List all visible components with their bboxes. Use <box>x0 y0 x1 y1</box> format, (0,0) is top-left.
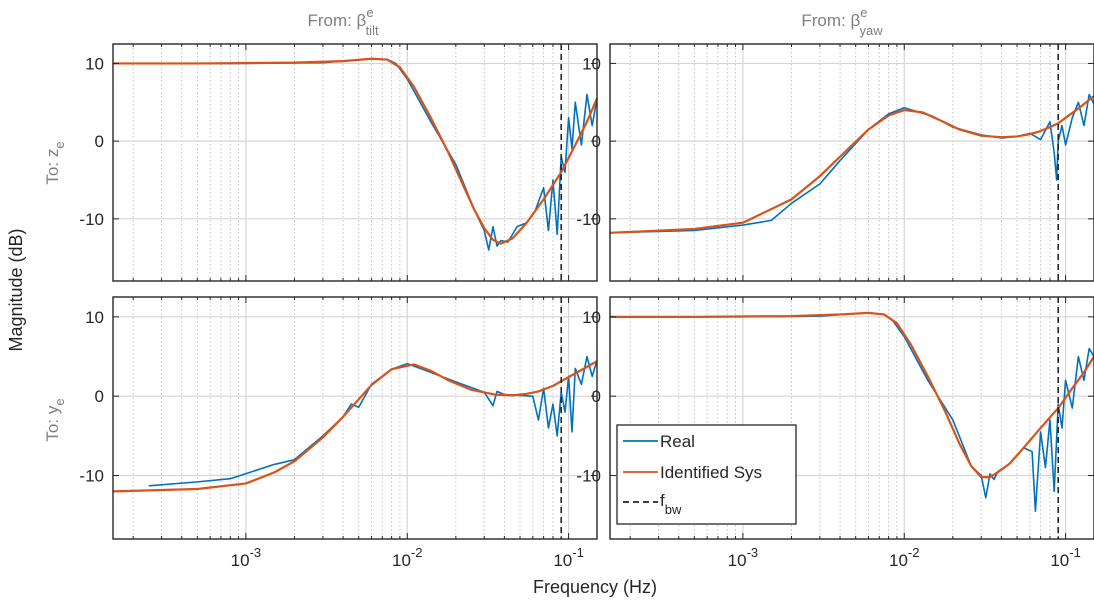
panel-yaw-to-z: -10 0 10 <box>576 43 1094 282</box>
legend: Real Identified Sys fbw <box>616 424 797 525</box>
x-tick-label: 10-3 <box>728 545 758 570</box>
column-title-tilt: From: βe tilt <box>307 5 379 38</box>
plot-area <box>610 44 1094 281</box>
y-tick-label: -10 <box>79 467 104 486</box>
axes-box <box>112 43 598 282</box>
y-tick-label: 0 <box>592 387 601 406</box>
y-tick-label: 0 <box>95 132 104 151</box>
y-tick-label: 10 <box>582 54 601 73</box>
y-tick-label: -10 <box>576 467 601 486</box>
x-tick-label: 10-2 <box>889 545 919 570</box>
legend-label-fbw: fbw <box>660 491 682 517</box>
row-label-y: To: ye <box>43 398 67 441</box>
series-line-identified <box>610 311 1094 479</box>
x-tick-label: 10-1 <box>553 545 583 570</box>
series-line-identified <box>609 95 1094 234</box>
panel-tilt-to-y: -10 0 10 10-3 10-2 10-1 <box>79 296 598 570</box>
x-tick-label: 10-1 <box>1050 545 1080 570</box>
panel-yaw-to-y: -10 0 10 10-3 10-2 10-1 <box>576 296 1094 570</box>
plot-area <box>113 297 597 539</box>
column-title-yaw: From: βe yaw <box>801 5 883 38</box>
panel-tilt-to-z: -10 0 10 <box>79 43 599 282</box>
y-axis-label: Magnitude (dB) <box>6 228 26 351</box>
y-tick-label: 10 <box>85 308 104 327</box>
legend-label-real: Real <box>660 432 695 451</box>
x-tick-label: 10-3 <box>231 545 261 570</box>
y-tick-label: 0 <box>95 387 104 406</box>
x-tick-label: 10-2 <box>392 545 422 570</box>
axes-box <box>112 296 598 540</box>
y-tick-label: 10 <box>85 54 104 73</box>
axes-box <box>609 43 1094 282</box>
y-tick-label: 0 <box>592 132 601 151</box>
y-tick-label: -10 <box>576 210 601 229</box>
axes-box <box>609 296 1094 540</box>
series-line-identified <box>112 360 598 493</box>
plot-area <box>113 44 597 281</box>
series-line-identified <box>113 57 599 245</box>
legend-label-identified: Identified Sys <box>660 463 762 482</box>
x-axis-label: Frequency (Hz) <box>533 577 657 597</box>
y-tick-label: -10 <box>79 210 104 229</box>
y-tick-label: 10 <box>582 308 601 327</box>
row-label-z: To: ze <box>43 141 67 184</box>
